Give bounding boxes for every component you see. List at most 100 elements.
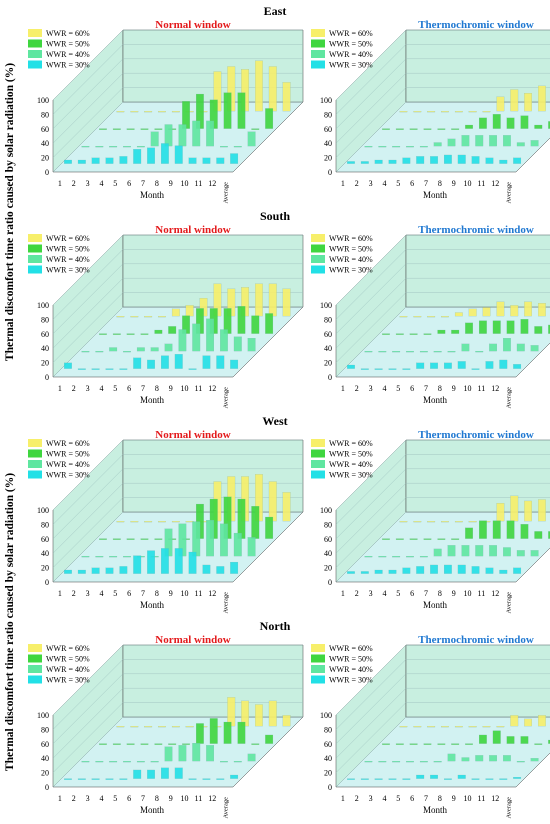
bar-60-6 bbox=[468, 725, 477, 728]
bar-40-9 bbox=[475, 351, 484, 353]
legend-label: WWR = 30% bbox=[329, 471, 373, 480]
bar-40-3 bbox=[392, 146, 401, 148]
bar-40-12 bbox=[233, 146, 242, 148]
bar-30-1 bbox=[347, 364, 355, 369]
x-tick-label: 3 bbox=[369, 589, 373, 598]
bar-30-5 bbox=[402, 157, 411, 164]
x-tick-label: 7 bbox=[424, 179, 428, 188]
bar-40-2 bbox=[95, 760, 104, 763]
bar-40-4 bbox=[406, 146, 414, 148]
panel-title: Normal window bbox=[155, 224, 231, 236]
bar-50-2 bbox=[112, 538, 121, 540]
bar-50-6 bbox=[168, 743, 177, 745]
bar-30-9 bbox=[457, 154, 466, 164]
bar-40-4 bbox=[123, 555, 131, 558]
z-tick-label: 80 bbox=[41, 110, 49, 119]
bar-30-11 bbox=[485, 778, 494, 780]
bar-40-Average bbox=[247, 753, 256, 762]
legend-label: WWR = 30% bbox=[46, 471, 90, 480]
bar-60-3 bbox=[427, 725, 436, 728]
bar-30-8 bbox=[160, 548, 169, 574]
x-tick-label: 8 bbox=[438, 794, 442, 803]
x-tick-label: 11 bbox=[478, 794, 486, 803]
bar-50-12 bbox=[534, 743, 543, 745]
bar-50-1 bbox=[382, 743, 390, 745]
bar-50-Average bbox=[265, 313, 274, 334]
legend-label: WWR = 50% bbox=[329, 655, 373, 664]
bar-40-12 bbox=[516, 760, 525, 763]
bar-30-8 bbox=[443, 778, 452, 780]
bar-60-Average bbox=[282, 492, 291, 522]
bar-60-9 bbox=[510, 305, 519, 317]
bar-40-7 bbox=[447, 351, 456, 353]
bar-50-Average bbox=[548, 739, 550, 744]
bar-60-1 bbox=[399, 725, 408, 728]
bar-50-6 bbox=[168, 326, 177, 334]
x-tick-label: 3 bbox=[86, 179, 90, 188]
bar-50-7 bbox=[465, 743, 473, 745]
section-title-east: East bbox=[263, 4, 287, 18]
bar-60-3 bbox=[144, 520, 153, 523]
legend-label: WWR = 30% bbox=[46, 61, 90, 70]
x-tick-label: 1 bbox=[58, 384, 62, 393]
bar-60-Average bbox=[282, 288, 291, 317]
legend-label: WWR = 60% bbox=[329, 234, 373, 243]
bar-40-10 bbox=[489, 755, 497, 762]
bar-30-5 bbox=[402, 778, 411, 780]
bar-40-9 bbox=[192, 742, 201, 762]
z-tick-label: 100 bbox=[37, 506, 49, 515]
bar-30-1 bbox=[347, 161, 355, 164]
bar-30-8 bbox=[160, 767, 169, 779]
section-title-south: South bbox=[259, 209, 291, 223]
bar-40-Average bbox=[247, 537, 256, 557]
legend-label: WWR = 60% bbox=[46, 29, 90, 38]
bar-30-11 bbox=[202, 157, 211, 164]
z-gridline bbox=[335, 292, 407, 363]
bar-50-2 bbox=[112, 333, 121, 335]
bar-40-8 bbox=[178, 124, 187, 147]
z-gridline bbox=[52, 673, 124, 744]
bar-30-Average bbox=[230, 774, 239, 779]
bar-40-2 bbox=[378, 351, 387, 353]
bar-60-5 bbox=[454, 520, 463, 523]
bar-60-12 bbox=[268, 66, 277, 112]
legend-swatch bbox=[311, 29, 325, 37]
bar-40-4 bbox=[406, 351, 414, 353]
z-gridline bbox=[52, 292, 124, 363]
bar-40-7 bbox=[447, 545, 456, 557]
bar-40-11 bbox=[220, 523, 228, 557]
z-tick-label: 0 bbox=[45, 783, 49, 792]
bar-40-2 bbox=[378, 555, 387, 558]
bar-50-11 bbox=[237, 92, 246, 129]
z-gridline bbox=[52, 73, 124, 144]
x-tick-label: 3 bbox=[86, 384, 90, 393]
legend-swatch bbox=[28, 644, 42, 652]
x-tick-label: 1 bbox=[341, 384, 345, 393]
bar-60-5 bbox=[454, 725, 463, 728]
x-tick-label: 11 bbox=[195, 384, 203, 393]
bar-30-5 bbox=[119, 778, 128, 780]
section-title-west: West bbox=[262, 414, 288, 428]
bar-40-11 bbox=[503, 338, 511, 352]
z-tick-label: 80 bbox=[324, 520, 332, 529]
bar-40-2 bbox=[95, 146, 104, 148]
legend-swatch bbox=[311, 439, 325, 447]
x-tick-label: 7 bbox=[141, 384, 145, 393]
legend-label: WWR = 60% bbox=[46, 234, 90, 243]
bar-40-6 bbox=[150, 347, 159, 352]
legend-label: WWR = 40% bbox=[46, 460, 90, 469]
x-tick-label: 10 bbox=[181, 589, 189, 598]
bar-40-11 bbox=[220, 329, 228, 352]
bar-50-Average bbox=[265, 734, 274, 744]
bar-30-12 bbox=[216, 566, 225, 574]
x-tick-label: 8 bbox=[438, 179, 442, 188]
bar-50-5 bbox=[437, 329, 446, 334]
bar-60-9 bbox=[510, 89, 519, 112]
z-gridline bbox=[335, 497, 407, 568]
bar-60-11 bbox=[538, 85, 546, 112]
z-tick-label: 60 bbox=[324, 535, 332, 544]
bar-60-7 bbox=[482, 110, 491, 113]
legend-swatch bbox=[28, 439, 42, 447]
